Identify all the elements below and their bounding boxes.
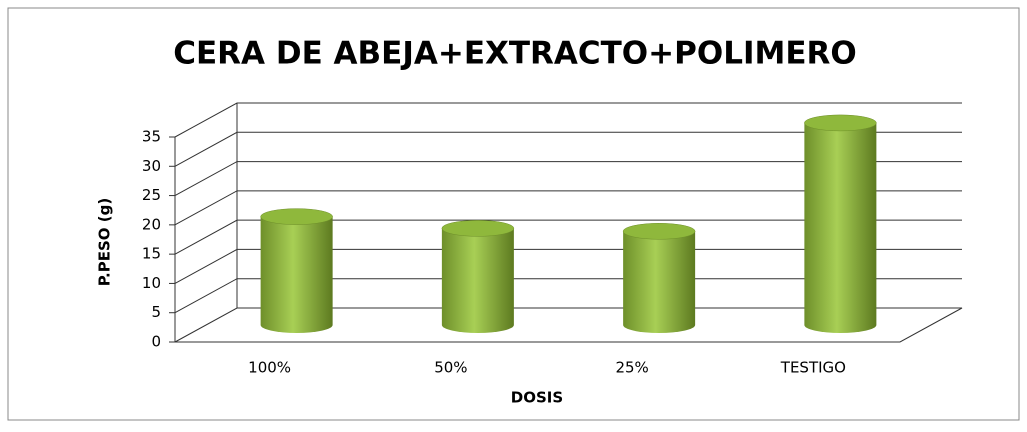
y-tick-label: 10	[142, 274, 161, 292]
y-tick-label: 35	[142, 128, 161, 146]
grid-line	[174, 248, 962, 284]
x-axis-label: DOSIS	[511, 389, 563, 407]
x-tick-label: TESTIGO	[780, 359, 846, 377]
bar	[623, 231, 696, 333]
grid-line	[174, 131, 962, 167]
x-tick-label: 50%	[434, 359, 467, 377]
bar-top	[441, 220, 515, 237]
grid-line	[174, 219, 962, 255]
bar-top	[260, 208, 333, 225]
grid-line	[174, 190, 962, 226]
bar	[804, 122, 877, 333]
x-tick-label: 100%	[248, 359, 291, 377]
y-axis-label: P.PESO (g)	[96, 198, 114, 286]
y-tick-label: 0	[151, 333, 161, 351]
y-tick-label: 20	[142, 215, 161, 233]
y-tick-label: 15	[142, 245, 161, 263]
chart-title: CERA DE ABEJA+EXTRACTO+POLIMERO	[173, 36, 857, 72]
grid-line	[174, 161, 962, 197]
bar-top	[804, 114, 877, 132]
bar	[441, 228, 514, 333]
grid-line	[174, 307, 962, 343]
y-tick-label: 25	[142, 186, 161, 204]
x-tick-label: 25%	[615, 359, 648, 377]
bar	[260, 216, 333, 333]
y-tick-label: 30	[142, 157, 161, 175]
grid-line	[174, 102, 962, 138]
bar-top	[622, 223, 696, 240]
grid-line	[174, 278, 962, 314]
y-tick-label: 5	[151, 303, 161, 321]
